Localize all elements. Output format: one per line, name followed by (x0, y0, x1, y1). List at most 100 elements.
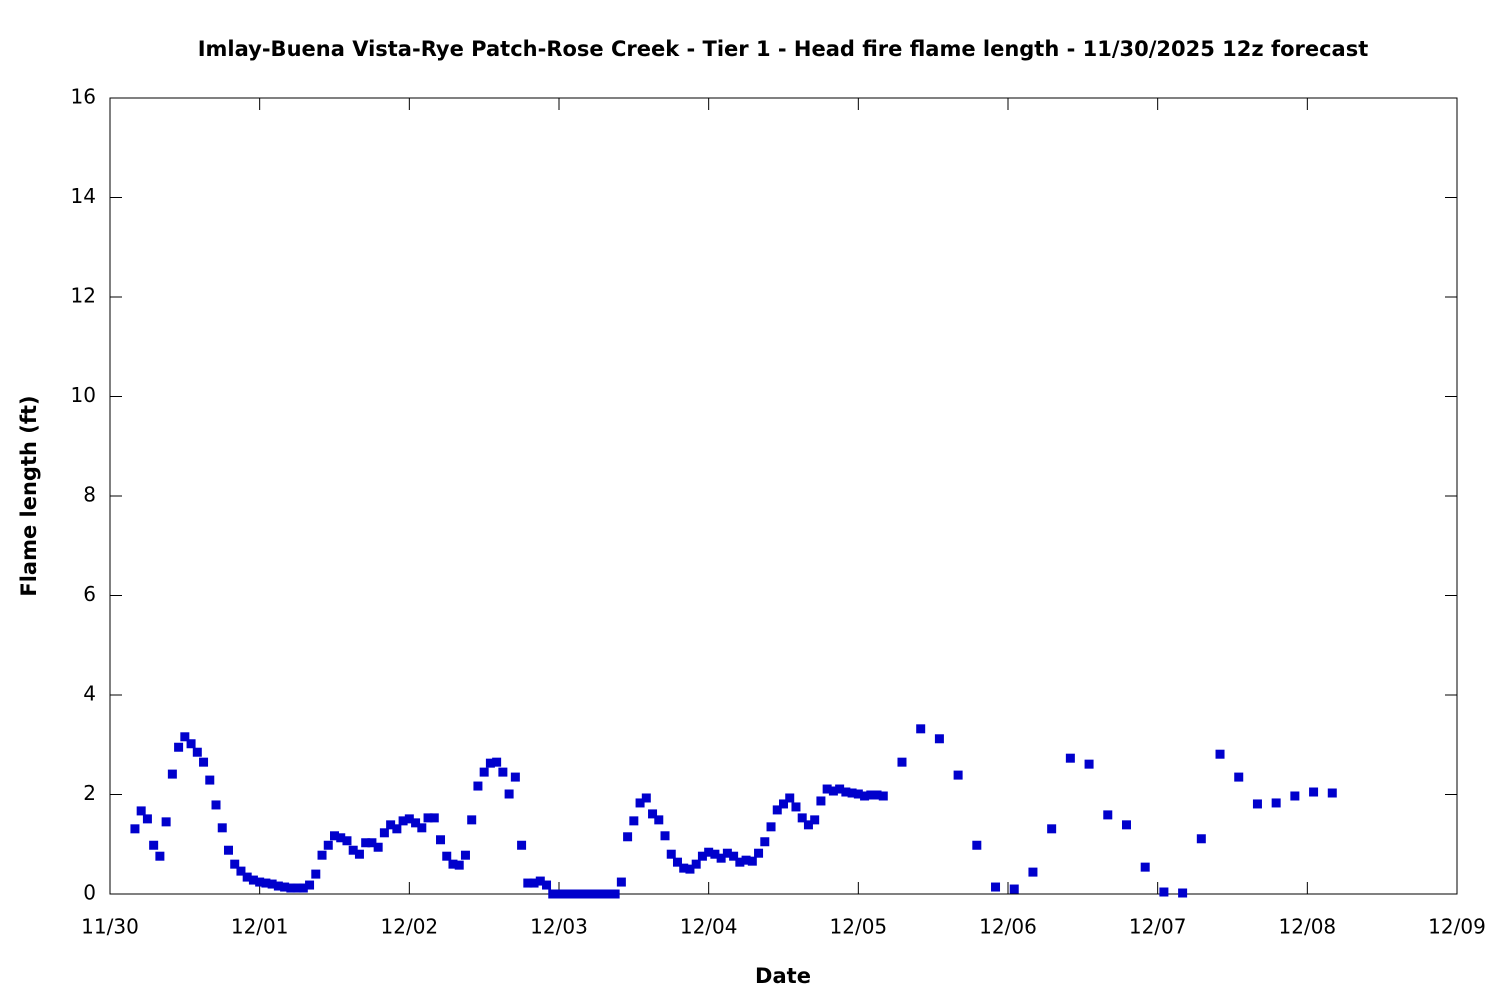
data-point (716, 853, 726, 863)
data-point (853, 789, 863, 799)
data-point (573, 889, 583, 899)
data-point (1103, 810, 1113, 820)
data-point (691, 859, 701, 869)
data-point (847, 788, 857, 798)
data-point (991, 882, 1001, 892)
data-point (517, 840, 527, 850)
data-point (1309, 787, 1319, 797)
data-point (448, 859, 458, 869)
data-point (654, 815, 664, 825)
data-point (1047, 824, 1057, 834)
y-tick-label: 16 (71, 85, 96, 109)
data-point (192, 747, 202, 757)
data-point (1178, 888, 1188, 898)
data-point (1196, 834, 1206, 844)
data-point (1140, 862, 1150, 872)
data-point (791, 802, 801, 812)
x-tick-label: 12/02 (381, 915, 439, 939)
data-point (161, 817, 171, 827)
data-point (598, 889, 608, 899)
data-point (348, 845, 358, 855)
data-point (803, 820, 813, 830)
data-point (1159, 887, 1169, 897)
data-point (467, 815, 477, 825)
data-point (623, 832, 633, 842)
data-point (361, 838, 371, 848)
data-point (298, 883, 308, 893)
data-point (330, 831, 339, 841)
data-point (479, 767, 489, 777)
data-point (167, 769, 177, 779)
data-point (648, 809, 658, 819)
y-tick-label: 4 (83, 682, 96, 706)
data-point (248, 875, 258, 885)
data-point (1290, 791, 1300, 801)
data-point (130, 824, 140, 834)
x-tick-label: 12/06 (979, 915, 1037, 939)
data-point (635, 798, 645, 808)
data-point (429, 813, 439, 823)
y-tick-label: 14 (71, 184, 96, 208)
data-point (323, 840, 333, 850)
data-point (810, 815, 820, 825)
y-tick-label: 0 (83, 881, 96, 905)
data-point (934, 734, 944, 744)
data-point (267, 879, 277, 889)
chart-title: Imlay-Buena Vista-Rye Patch-Rose Creek -… (198, 37, 1369, 61)
data-point (841, 787, 851, 797)
data-point (373, 842, 383, 852)
y-tick-label: 10 (71, 383, 96, 407)
data-point (473, 781, 483, 791)
data-point (972, 840, 982, 850)
data-point (729, 851, 739, 861)
x-tick-label: 12/05 (830, 915, 888, 939)
data-point (1215, 749, 1225, 759)
data-point (236, 866, 246, 876)
data-point (1009, 884, 1019, 894)
data-point (317, 850, 327, 860)
data-point (772, 805, 782, 815)
data-point (336, 833, 346, 843)
data-point (255, 877, 265, 887)
data-point (386, 820, 396, 830)
data-point (835, 784, 845, 794)
data-point (679, 863, 689, 873)
data-point (897, 757, 907, 767)
data-point (666, 849, 676, 859)
data-point (199, 757, 209, 767)
data-point (878, 791, 888, 801)
x-tick-label: 12/08 (1279, 915, 1337, 939)
y-axis-label: Flame length (ft) (17, 395, 41, 596)
data-point (754, 848, 764, 858)
data-point (566, 889, 576, 899)
data-point (510, 772, 520, 782)
data-point (142, 814, 152, 824)
data-point (1121, 820, 1131, 830)
data-point (828, 786, 838, 796)
data-point (504, 789, 514, 799)
data-point (953, 770, 963, 780)
x-tick-label: 12/04 (680, 915, 738, 939)
data-point (305, 880, 315, 890)
data-point (766, 822, 776, 832)
data-point (1065, 753, 1075, 763)
y-tick-label: 2 (83, 781, 96, 805)
data-point (286, 883, 296, 893)
data-point (548, 889, 558, 899)
data-point (560, 889, 570, 899)
data-point (866, 790, 876, 800)
data-point (822, 784, 832, 794)
data-point (454, 860, 464, 870)
data-point (311, 869, 321, 879)
data-point (180, 732, 190, 742)
data-point (797, 813, 807, 823)
data-point (722, 848, 732, 858)
x-tick-label: 12/09 (1428, 915, 1486, 939)
data-point (542, 880, 552, 890)
data-point (136, 806, 146, 816)
data-point (735, 857, 745, 867)
data-point (616, 877, 626, 887)
data-point (860, 791, 870, 801)
x-axis-label: Date (755, 964, 811, 988)
data-point (629, 816, 639, 826)
